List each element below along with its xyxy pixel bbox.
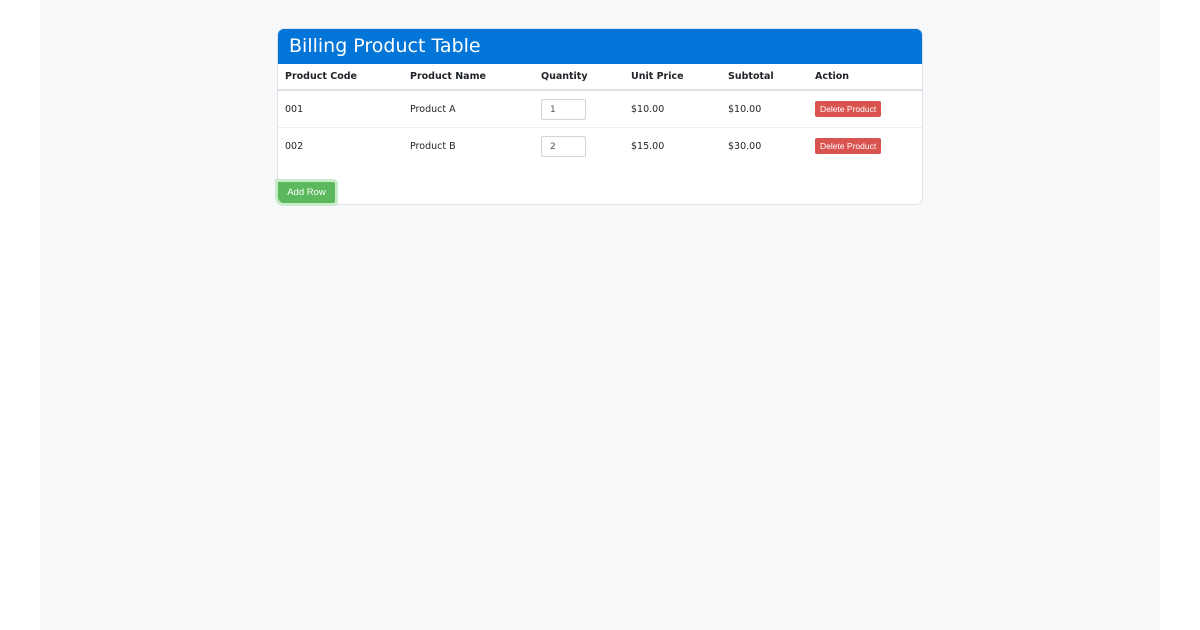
- delete-button[interactable]: Delete Product: [815, 101, 882, 117]
- table-cell: 002: [285, 140, 304, 152]
- table-row: 002 Product B 2 $15.00 $30.00 Delete Product: [278, 128, 922, 165]
- table-cell: Product B: [410, 140, 456, 152]
- delete-button[interactable]: Delete Product: [815, 138, 882, 154]
- table-cell: Delete Product: [808, 128, 922, 165]
- table-cell: $30.00: [728, 140, 762, 152]
- table-cell: $10.00: [624, 90, 721, 128]
- table-cell: $10.00: [721, 90, 808, 128]
- column-header: Product Name: [403, 64, 534, 91]
- card-title: Billing Product Table: [278, 29, 922, 64]
- table-body: 001 Product A 1 $10.00 $10.00 Delete Product 0…: [278, 90, 922, 164]
- table-row: 001 Product A 1 $10.00 $10.00 Delete Product: [278, 90, 922, 128]
- column-header: Quantity: [534, 64, 624, 91]
- table-cell: $15.00: [631, 140, 665, 152]
- table-cell: Delete Product: [808, 90, 922, 128]
- table-cell: Product A: [403, 90, 534, 128]
- column-header: Subtotal: [721, 64, 808, 91]
- column-header: Unit Price: [624, 64, 721, 91]
- quantity-input[interactable]: 1: [541, 98, 586, 120]
- card: Billing Product Table Product Code Produc…: [277, 28, 923, 205]
- column-header: Action: [808, 64, 922, 91]
- table-cell: 1: [534, 90, 624, 128]
- table-cell: 001: [278, 90, 403, 128]
- add-row-button[interactable]: Add Row: [278, 182, 335, 203]
- column-header: Product Code: [278, 64, 403, 91]
- header-row: Product Code Product Name Quantity Unit Pri…: [278, 64, 922, 91]
- product-table: Product Code Product Name Quantity Unit Pri…: [278, 64, 922, 164]
- quantity-input[interactable]: 2: [541, 135, 586, 157]
- table-cell: 2: [534, 128, 624, 165]
